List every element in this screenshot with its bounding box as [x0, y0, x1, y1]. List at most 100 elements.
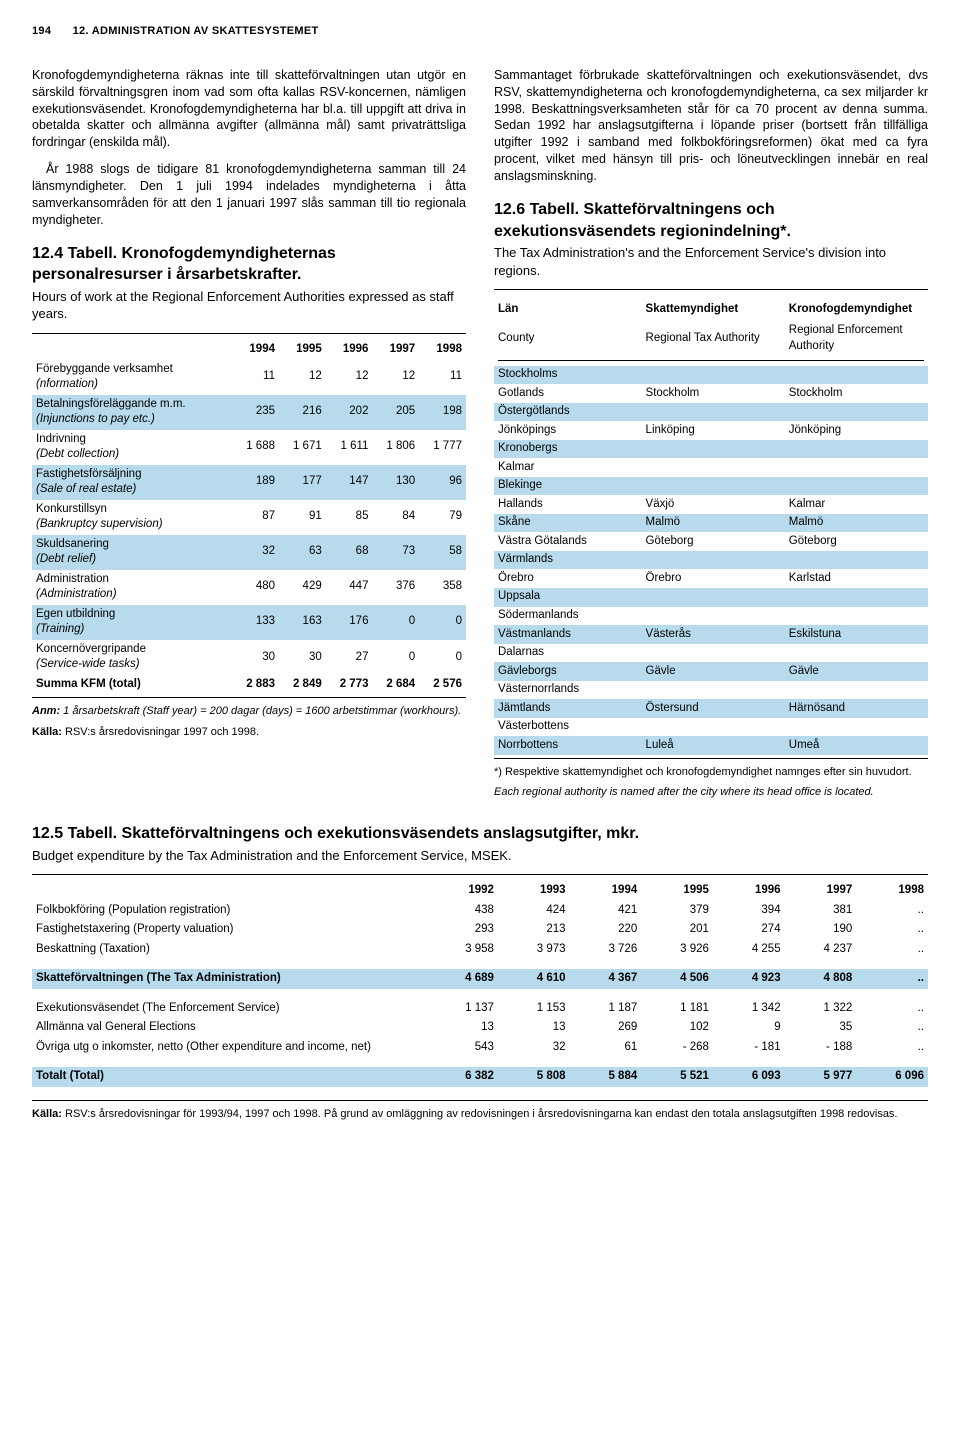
col-blank	[32, 881, 426, 901]
body-paragraph: Sammantaget förbrukade skatteförvaltning…	[494, 67, 928, 185]
cell: 147	[326, 465, 373, 500]
cell: 5 808	[498, 1067, 570, 1087]
table-row: Fastighetstaxering (Property valuation) 2…	[32, 920, 928, 940]
cell: 1 181	[641, 999, 713, 1019]
table-126: Län Skattemyndighet Kronofogdemyndighet …	[494, 296, 928, 754]
sm-cell	[642, 681, 785, 700]
cell: 11	[419, 360, 466, 395]
rule-line	[32, 333, 466, 334]
cell: 4 610	[498, 969, 570, 989]
cell: 73	[372, 535, 419, 570]
kfm-cell	[785, 718, 928, 737]
row-label: Indrivning(Debt collection)	[32, 430, 232, 465]
cell: 68	[326, 535, 373, 570]
kfm-cell: Gävle	[785, 662, 928, 681]
cell: 85	[326, 500, 373, 535]
col-sm: Skattemyndighet	[642, 296, 785, 322]
sm-cell: Stockholm	[642, 384, 785, 403]
kfm-cell	[785, 477, 928, 496]
sm-cell: Linköping	[642, 421, 785, 440]
lan-cell: Norrbottens	[494, 736, 642, 755]
kfm-cell	[785, 607, 928, 626]
cell: 220	[570, 920, 642, 940]
note-label: Källa:	[32, 1108, 62, 1120]
row-label: Fastighetstaxering (Property valuation)	[32, 920, 426, 940]
cell: ..	[856, 901, 928, 921]
table-124-subtitle: Hours of work at the Regional Enforcemen…	[32, 288, 466, 323]
lan-cell: Västmanlands	[494, 625, 642, 644]
cell: 102	[641, 1018, 713, 1038]
cell: 133	[232, 605, 279, 640]
cell: 1 611	[326, 430, 373, 465]
note-text: 1 årsarbetskraft (Staff year) = 200 daga…	[60, 705, 461, 717]
sm-cell	[642, 477, 785, 496]
table-row: Stockholms	[494, 366, 928, 385]
cell: 1 806	[372, 430, 419, 465]
cell: 5 521	[641, 1067, 713, 1087]
table-row: Uppsala	[494, 588, 928, 607]
cell: 87	[232, 500, 279, 535]
table-row: JönköpingsLinköpingJönköping	[494, 421, 928, 440]
row-label: Betalningsföreläggande m.m.(Injunctions …	[32, 395, 232, 430]
kfm-cell	[785, 644, 928, 663]
table-header-row: 1994 1995 1996 1997 1998	[32, 340, 466, 360]
cell: 1 671	[279, 430, 326, 465]
sm-cell	[642, 403, 785, 422]
cell: 1 322	[785, 999, 857, 1019]
cell: 1 688	[232, 430, 279, 465]
table-126-title: 12.6 Tabell. Skatteförvaltningens och ex…	[494, 199, 928, 242]
table-row: Kalmar	[494, 458, 928, 477]
lan-cell: Västra Götalands	[494, 532, 642, 551]
sm-cell: Gävle	[642, 662, 785, 681]
col-sm-en: Regional Tax Authority	[642, 322, 785, 356]
cell: 163	[279, 605, 326, 640]
table-row: Skatteförvaltningen (The Tax Administrat…	[32, 969, 928, 989]
cell: 30	[232, 640, 279, 675]
cell: 198	[419, 395, 466, 430]
sm-cell: Växjö	[642, 495, 785, 514]
cell: 1 137	[426, 999, 498, 1019]
table-row: VästmanlandsVästeråsEskilstuna	[494, 625, 928, 644]
table-row: Konkurstillsyn(Bankruptcy supervision)87…	[32, 500, 466, 535]
cell: 424	[498, 901, 570, 921]
note-label: Anm:	[32, 705, 60, 717]
cell: 438	[426, 901, 498, 921]
table-124-title: 12.4 Tabell. Kronofogdemyndigheternas pe…	[32, 243, 466, 286]
table-row: Indrivning(Debt collection)1 6881 6711 6…	[32, 430, 466, 465]
sm-cell: Göteborg	[642, 532, 785, 551]
cell: 27	[326, 640, 373, 675]
lan-cell: Södermanlands	[494, 607, 642, 626]
cell: 130	[372, 465, 419, 500]
kfm-cell: Karlstad	[785, 569, 928, 588]
cell: 2 849	[279, 675, 326, 695]
cell: 3 726	[570, 940, 642, 960]
cell: 480	[232, 570, 279, 605]
cell: ..	[856, 1038, 928, 1058]
cell: 11	[232, 360, 279, 395]
cell: 4 255	[713, 940, 785, 960]
row-label: Egen utbildning(Training)	[32, 605, 232, 640]
cell: 177	[279, 465, 326, 500]
cell: 0	[419, 640, 466, 675]
table-row: Folkbokföring (Population registration)4…	[32, 901, 928, 921]
cell: 6 096	[856, 1067, 928, 1087]
table-header-row: 1992 1993 1994 1995 1996 1997 1998	[32, 881, 928, 901]
table-row: Betalningsföreläggande m.m.(Injunctions …	[32, 395, 466, 430]
kfm-cell	[785, 403, 928, 422]
cell: 6 093	[713, 1067, 785, 1087]
sm-cell: Östersund	[642, 699, 785, 718]
note-text: RSV:s årsredovisningar 1997 och 1998.	[62, 726, 259, 738]
row-label: Exekutionsväsendet (The Enforcement Serv…	[32, 999, 426, 1019]
cell: 32	[232, 535, 279, 570]
table-row: Koncernövergripande(Service-wide tasks)3…	[32, 640, 466, 675]
col-year: 1996	[713, 881, 785, 901]
table-row: Blekinge	[494, 477, 928, 496]
kfm-cell: Umeå	[785, 736, 928, 755]
cell: 0	[372, 605, 419, 640]
cell: 1 342	[713, 999, 785, 1019]
table-row: Östergötlands	[494, 403, 928, 422]
lan-cell: Blekinge	[494, 477, 642, 496]
cell: 3 958	[426, 940, 498, 960]
sm-cell: Malmö	[642, 514, 785, 533]
cell: 13	[498, 1018, 570, 1038]
